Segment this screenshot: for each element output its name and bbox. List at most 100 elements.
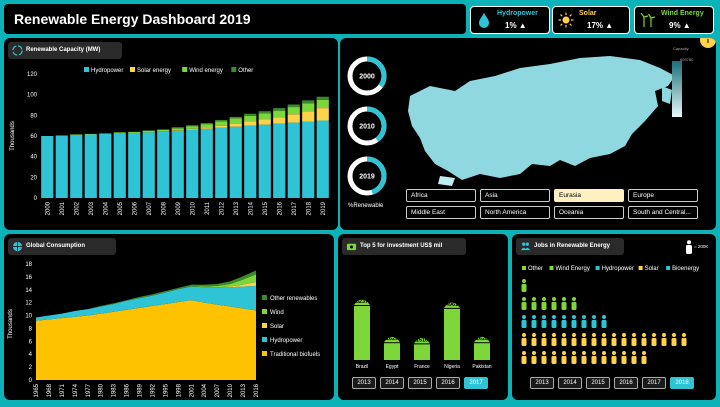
bar-segment (258, 111, 271, 114)
y-tick-label: 12 (25, 301, 32, 307)
person-body (561, 320, 567, 328)
x-tick-label: 2002 (74, 201, 80, 215)
sun-icon (558, 12, 574, 28)
year-button[interactable]: 2015 (408, 377, 432, 389)
x-tick-label: 2007 (215, 383, 221, 397)
region-button[interactable]: Europe (628, 189, 698, 202)
bar-segment (316, 96, 329, 100)
person-head (612, 351, 616, 355)
legend-label: Wind (270, 310, 284, 316)
region-button[interactable]: Eurasia (554, 189, 624, 202)
bar-segment (200, 123, 213, 125)
year-button[interactable]: 2013 (530, 377, 554, 389)
person-body (611, 338, 617, 346)
x-tick-label: 2015 (263, 201, 269, 215)
bar-segment (316, 99, 329, 109)
bar-segment (316, 120, 329, 198)
legend-label: Wind energy (189, 68, 223, 74)
jobs-scale-label: = 200K (694, 244, 709, 249)
person-head (632, 333, 636, 337)
person-head (572, 333, 576, 337)
x-tick-label: 2010 (190, 201, 196, 215)
person-body (531, 356, 537, 364)
person-body (521, 320, 527, 328)
bar-segment (142, 132, 155, 198)
map-legend-max: 609780 (680, 57, 694, 62)
bar-cap (354, 299, 370, 305)
person-body (531, 320, 537, 328)
legend-swatch (549, 266, 554, 270)
y-tick-label: 2 (29, 365, 33, 371)
person-head (572, 315, 576, 319)
recycle-icon (12, 45, 23, 56)
bar-segment (142, 130, 155, 133)
year-button[interactable]: 2016 (614, 377, 638, 389)
year-button[interactable]: 2013 (352, 377, 376, 389)
region-button[interactable]: Africa (406, 189, 476, 202)
person-head (592, 315, 596, 319)
region-button[interactable]: North America (480, 206, 550, 219)
year-button[interactable]: 2014 (558, 377, 582, 389)
year-button[interactable]: 2017 (642, 377, 666, 389)
bar-segment (229, 126, 242, 198)
person-head (532, 297, 536, 301)
person-body (541, 302, 547, 310)
x-tick-label: 2017 (292, 201, 298, 215)
year-button[interactable]: 2015 (586, 377, 610, 389)
x-tick-label: 2006 (132, 201, 138, 215)
x-tick-label: 2016 (254, 383, 260, 397)
person-body (641, 356, 647, 364)
year-button[interactable]: 2014 (380, 377, 404, 389)
person-body (531, 338, 537, 346)
person-head (532, 351, 536, 355)
legend-label: Wind Energy (556, 266, 590, 272)
region-button[interactable]: South and Central... (628, 206, 698, 219)
kpi-label: Wind Energy (661, 10, 704, 17)
person-body (551, 356, 557, 364)
region-button[interactable]: Asia (480, 189, 550, 202)
ring-fill (347, 106, 387, 146)
person-body (551, 302, 557, 310)
person-head (682, 333, 686, 337)
ring-year: 2000 (359, 74, 375, 81)
person-head (542, 333, 546, 337)
person-body (541, 356, 547, 364)
bar-segment (55, 135, 68, 198)
x-tick-label: 2011 (205, 201, 211, 215)
eurasia-map[interactable] (400, 46, 700, 186)
bar-segment (84, 133, 97, 135)
legend-label: Traditional biofuels (270, 352, 320, 358)
bar-segment (215, 125, 228, 128)
investment-bar (474, 343, 490, 360)
year-button[interactable]: 2018 (670, 377, 694, 389)
person-body (541, 320, 547, 328)
person-head (542, 297, 546, 301)
kpi-label: Hydropower (497, 10, 538, 17)
bar-segment (215, 127, 228, 198)
people-icon (520, 242, 531, 251)
person-head (592, 351, 596, 355)
region-button[interactable]: Oceania (554, 206, 624, 219)
person-body (561, 338, 567, 346)
bar-segment (113, 132, 126, 134)
person-head (542, 351, 546, 355)
info-icon[interactable]: i (700, 38, 716, 48)
bar-category-label: Egypt (386, 364, 399, 370)
bar-segment (229, 118, 242, 124)
x-tick-label: 2019 (321, 201, 327, 215)
person-head (622, 351, 626, 355)
year-button[interactable]: 2017 (464, 377, 488, 389)
person-head (602, 315, 606, 319)
x-tick-label: 2018 (306, 201, 312, 215)
person-body (521, 302, 527, 310)
legend-swatch (262, 309, 267, 314)
person-head (582, 315, 586, 319)
bar-value-label: 1516 (416, 337, 428, 343)
person-body (521, 284, 527, 292)
renewable-label: %Renewable (348, 203, 384, 209)
region-button[interactable]: Middle East (406, 206, 476, 219)
year-button[interactable]: 2016 (436, 377, 460, 389)
renewable-rings: 2000 2010 2019 (347, 56, 387, 196)
map-legend-title: Capacity (673, 46, 689, 51)
legend-label: Solar (645, 266, 659, 272)
